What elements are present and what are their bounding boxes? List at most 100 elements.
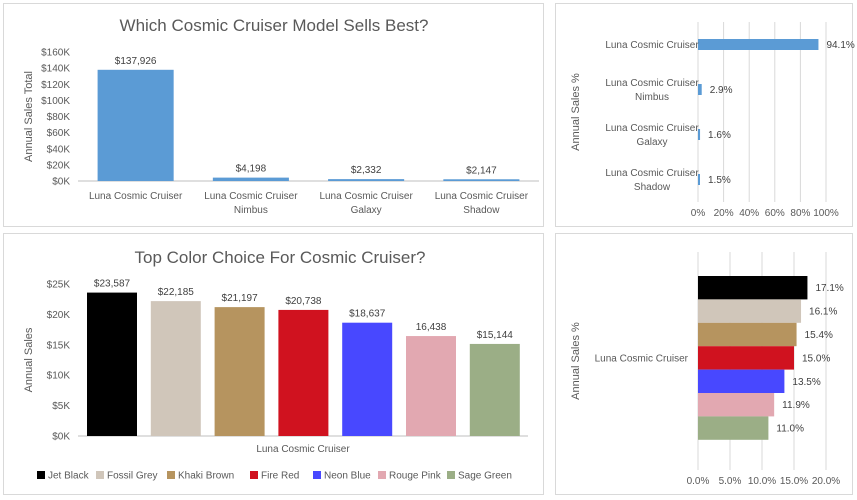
bar <box>698 129 701 140</box>
y-tick-label: $60K <box>47 128 71 139</box>
legend-label: Fossil Grey <box>107 471 158 482</box>
x-tick-label: Luna Cosmic Cruiser Shadow <box>435 191 529 216</box>
bar <box>698 369 785 393</box>
legend-swatch <box>313 471 321 479</box>
legend-label: Neon Blue <box>324 471 371 482</box>
legend-label: Rouge Pink <box>389 471 442 482</box>
y-tick-label: $80K <box>47 112 71 123</box>
x-tick-label: 15.0% <box>780 476 808 487</box>
data-label: $2,147 <box>466 165 497 176</box>
bar <box>698 322 797 347</box>
x-tick-label: 80% <box>790 208 810 219</box>
x-tick-label: 100% <box>813 208 839 219</box>
data-label: $15,144 <box>477 330 514 341</box>
bar <box>698 346 794 370</box>
x-tick-label: Luna Cosmic Cruiser Galaxy <box>319 191 413 216</box>
data-label: 11.9% <box>782 400 810 411</box>
color-share-chart: Annual Sales % 0.0% 5.0% 10.0% 15.0% 20.0% 17.… <box>570 252 844 487</box>
chart-title: Which Cosmic Cruiser Model Sells Best? <box>120 16 429 35</box>
legend-swatch <box>378 471 386 479</box>
x-tick-label: 0% <box>691 208 706 219</box>
legend-label: Fire Red <box>261 471 299 482</box>
bar <box>406 336 456 436</box>
bar <box>87 292 137 436</box>
data-label: $20,738 <box>285 296 322 307</box>
model-share-chart: Annual Sales % 0% 20% 40% 60% 80% 100% 94.1% Lun… <box>570 22 855 219</box>
y-axis-label: Annual Sales % <box>570 322 582 400</box>
data-label: 16.1% <box>809 307 837 318</box>
data-label: 17.1% <box>815 283 843 294</box>
x-tick-label: 20.0% <box>812 476 840 487</box>
legend-swatch <box>37 471 45 479</box>
bar <box>469 343 520 436</box>
y-tick-label: $140K <box>41 64 70 75</box>
model-sales-chart: Which Cosmic Cruiser Model Sells Best? An… <box>23 16 539 216</box>
y-tick-label: $25K <box>47 280 71 291</box>
y-tick-label: Luna Cosmic Cruiser Nimbus <box>605 78 699 103</box>
bar <box>698 84 702 95</box>
legend-swatch <box>96 471 104 479</box>
data-label: 11.0% <box>776 424 804 435</box>
y-tick-label: $40K <box>47 144 71 155</box>
chart-panel-model-share: Annual Sales % 0% 20% 40% 60% 80% 100% 94.1% Lun… <box>555 3 855 227</box>
y-axis-label: Annual Sales Total <box>23 71 35 162</box>
legend-swatch <box>250 471 258 479</box>
y-tick-label: Luna Cosmic Cruiser Galaxy <box>605 123 699 148</box>
y-tick-label: Luna Cosmic Cruiser Shadow <box>605 168 699 193</box>
y-tick-label: $160K <box>41 48 70 59</box>
legend-swatch <box>447 471 455 479</box>
chart-panel-color-share: Annual Sales % 0.0% 5.0% 10.0% 15.0% 20.0% 17.… <box>555 233 853 495</box>
y-axis-label: Annual Sales <box>23 327 35 392</box>
x-tick-label: 60% <box>765 208 785 219</box>
legend-label: Khaki Brown <box>178 471 234 482</box>
bar <box>214 307 265 436</box>
bar <box>212 177 289 181</box>
y-tick-label: $0K <box>52 432 70 443</box>
y-tick-label: Luna Cosmic Cruiser <box>595 353 689 364</box>
data-label: $23,587 <box>94 279 131 290</box>
x-tick-label: Luna Cosmic Cruiser <box>89 191 183 202</box>
data-label: 16,438 <box>416 322 447 333</box>
data-label: 1.5% <box>708 175 731 186</box>
data-label: $21,197 <box>222 293 259 304</box>
bar <box>698 416 769 440</box>
y-tick-label: $100K <box>41 96 70 107</box>
chart-panel-color-sales: Top Color Choice For Cosmic Cruiser? Annu… <box>3 233 544 495</box>
chart-title: Top Color Choice For Cosmic Cruiser? <box>135 248 426 267</box>
color-sales-chart: Top Color Choice For Cosmic Cruiser? Annu… <box>23 248 528 482</box>
bar <box>150 301 201 436</box>
data-label: $18,637 <box>349 309 386 320</box>
bar <box>328 179 405 181</box>
y-tick-label: $0K <box>52 177 70 188</box>
y-tick-label: $20K <box>47 310 71 321</box>
y-tick-label: $10K <box>47 371 71 382</box>
legend-swatch <box>167 471 175 479</box>
x-tick-label: Luna Cosmic Cruiser <box>256 444 350 455</box>
data-label: 2.9% <box>710 85 733 96</box>
y-axis-label: Annual Sales % <box>570 73 582 151</box>
x-tick-label: 0.0% <box>687 476 710 487</box>
x-tick-label: 20% <box>714 208 734 219</box>
data-label: 15.0% <box>802 353 830 364</box>
y-tick-label: $5K <box>52 401 70 412</box>
x-tick-label: 10.0% <box>748 476 776 487</box>
x-tick-label: 5.0% <box>719 476 742 487</box>
bar <box>698 393 775 417</box>
data-label: 1.6% <box>708 130 731 141</box>
bar <box>698 276 808 300</box>
y-tick-label: Luna Cosmic Cruiser <box>605 40 699 51</box>
data-label: $22,185 <box>158 287 195 298</box>
bar <box>443 179 520 181</box>
y-tick-label: $120K <box>41 80 70 91</box>
bar <box>342 322 393 436</box>
legend-label: Sage Green <box>458 471 512 482</box>
chart-panel-model-sales: Which Cosmic Cruiser Model Sells Best? An… <box>3 3 544 227</box>
x-tick-label: Luna Cosmic Cruiser Nimbus <box>204 191 298 216</box>
data-label: 94.1% <box>826 40 854 51</box>
bar <box>278 309 329 436</box>
bar <box>698 174 700 185</box>
y-tick-label: $15K <box>47 340 71 351</box>
x-tick-label: 40% <box>739 208 759 219</box>
legend-label: Jet Black <box>48 471 90 482</box>
data-label: 15.4% <box>805 330 833 341</box>
